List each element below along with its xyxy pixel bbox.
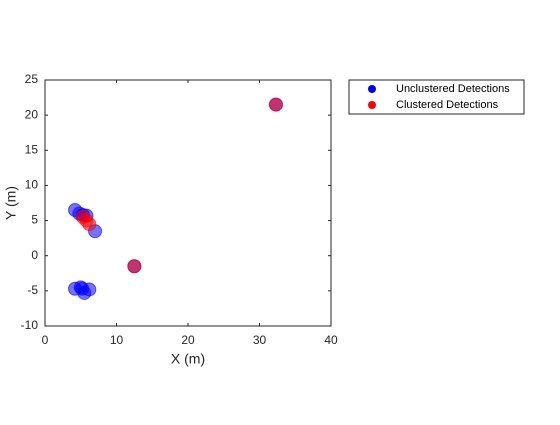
x-tick-label: 0 xyxy=(42,333,49,347)
legend-marker xyxy=(368,101,376,109)
y-tick-label: 10 xyxy=(25,178,39,192)
x-tick-label: 30 xyxy=(253,333,267,347)
y-tick-label: -5 xyxy=(27,283,38,297)
y-tick-label: 5 xyxy=(31,213,38,227)
y-tick-label: 20 xyxy=(25,107,39,121)
y-tick-label: 0 xyxy=(31,248,38,262)
legend-label: Clustered Detections xyxy=(396,99,499,111)
legend: Unclustered Detections Clustered Detectio… xyxy=(348,79,525,115)
x-tick-label: 10 xyxy=(110,333,124,347)
y-tick-label: -10 xyxy=(21,318,39,332)
legend-box xyxy=(348,79,525,115)
point xyxy=(75,281,90,296)
legend-marker xyxy=(368,85,376,93)
x-axis-label: X (m) xyxy=(171,351,205,367)
y-tick-label: 25 xyxy=(25,72,39,86)
point xyxy=(268,97,283,112)
y-axis-label: Y (m) xyxy=(3,186,19,220)
legend-label: Unclustered Detections xyxy=(396,83,510,95)
point xyxy=(127,259,142,274)
y-tick-label: 15 xyxy=(25,142,39,156)
x-tick-label: 20 xyxy=(181,333,195,347)
x-tick-label: 40 xyxy=(324,333,338,347)
point xyxy=(75,210,90,225)
